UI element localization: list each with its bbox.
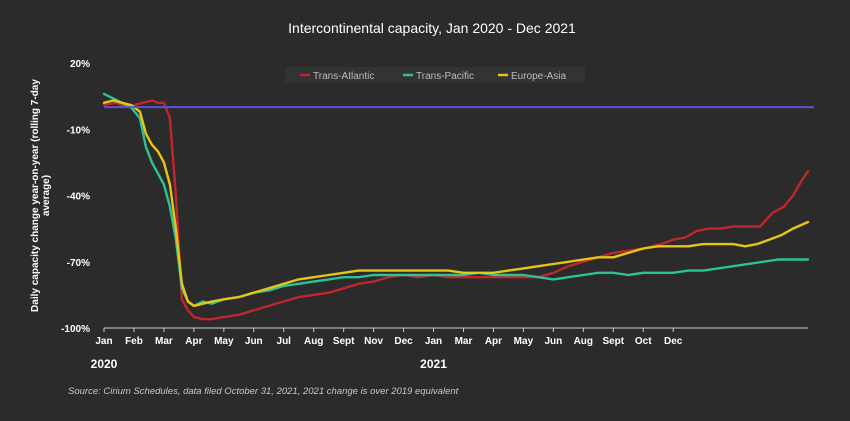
- x-tick-label: Apr: [485, 336, 502, 347]
- x-tick-label: Jun: [544, 336, 562, 347]
- chart-title: Intercontinental capacity, Jan 2020 - De…: [288, 20, 576, 36]
- x-tick-label: Dec: [664, 336, 683, 347]
- x-tick-label: Oct: [635, 336, 652, 347]
- x-tick-label: Mar: [155, 336, 173, 347]
- x-tick-label: Aug: [304, 336, 323, 347]
- x-tick-label: Jul: [277, 336, 292, 347]
- y-tick-label: -70%: [67, 258, 90, 269]
- x-tick-label: Dec: [394, 336, 413, 347]
- y-axis: 20% -10% -40% -70% -100%: [61, 59, 90, 335]
- y-tick-label: -40%: [67, 192, 90, 203]
- year-label: 2020: [91, 357, 118, 371]
- y-tick-label: -100%: [61, 324, 90, 335]
- x-tick-label: May: [514, 336, 534, 347]
- y-axis-label: Daily capacity change year-on-year (roll…: [30, 79, 52, 312]
- x-tick-label: Jun: [245, 336, 263, 347]
- x-tick-label: Apr: [185, 336, 202, 347]
- x-tick-label: Feb: [125, 336, 143, 347]
- x-tick-label: May: [214, 336, 234, 347]
- y-tick-label: -10%: [67, 125, 90, 136]
- legend-label: Trans-Atlantic: [313, 71, 374, 82]
- x-tick-label: Jan: [95, 336, 112, 347]
- legend-label: Trans-Pacific: [416, 71, 474, 82]
- x-tick-label: Aug: [574, 336, 593, 347]
- series-line-europe-asia: [102, 99, 810, 308]
- x-tick-label: Sept: [333, 336, 355, 347]
- year-label: 2021: [420, 357, 447, 371]
- x-axis: Jan Feb Mar Apr May Jun Jul Aug Sept Nov Dec Jan Mar…: [91, 327, 808, 371]
- y-axis-label-line: average): [41, 175, 52, 216]
- x-tick-label: Jan: [425, 336, 442, 347]
- plot-area: [102, 92, 814, 321]
- y-tick-label: 20%: [70, 59, 90, 70]
- x-tick-label: Mar: [455, 336, 473, 347]
- legend-background: [285, 67, 585, 83]
- y-axis-label-line: Daily capacity change year-on-year (roll…: [30, 79, 41, 312]
- source-note: Source: Cirium Schedules, data filed Oct…: [68, 386, 459, 397]
- legend: Trans-Atlantic Trans-Pacific Europe-Asia: [285, 67, 585, 83]
- legend-label: Europe-Asia: [511, 71, 566, 82]
- series-line-trans-pacific: [102, 92, 810, 308]
- x-tick-label: Sept: [602, 336, 624, 347]
- x-tick-label: Nov: [364, 336, 383, 347]
